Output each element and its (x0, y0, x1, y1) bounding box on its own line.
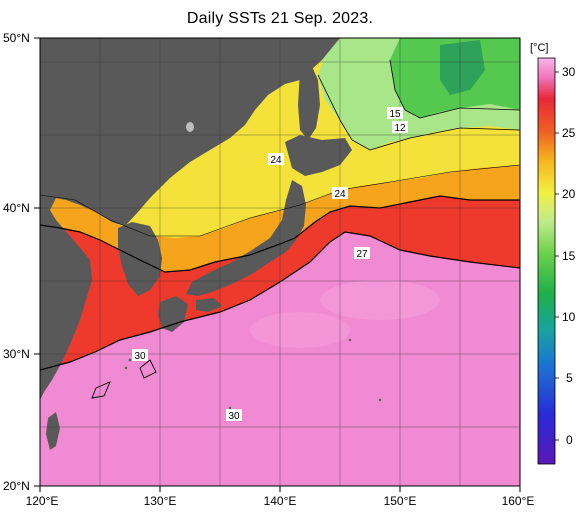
lake-khanka (186, 122, 194, 132)
axis-ticks (34, 37, 521, 492)
contour-label-27: 27 (356, 249, 368, 260)
lon-label-160: 160°E (501, 494, 535, 508)
colorbar (537, 57, 556, 465)
contour-20 (40, 164, 520, 237)
korea-peninsula (118, 222, 162, 296)
contour-label-15: 15 (389, 109, 401, 120)
colorbar-label-20: 20 (562, 187, 576, 201)
sst-coldest-patch (440, 40, 485, 95)
contour-30b (139, 359, 157, 379)
lon-label-120: 120°E (25, 494, 59, 508)
colorbar-unit: [°C] (530, 42, 549, 54)
colorbar-label-0: 0 (566, 433, 573, 447)
map-title: Daily SSTs 21 Sep. 2023. (186, 10, 374, 27)
contour-label-12: 12 (394, 123, 406, 134)
sakhalin (298, 62, 320, 140)
lat-label-50: 50°N (3, 31, 30, 45)
lon-label-130: 130°E (143, 494, 177, 508)
honshu (186, 180, 306, 296)
contour-12 (389, 59, 520, 119)
asian-mainland (40, 38, 340, 400)
hokkaido (285, 135, 352, 176)
kyushu (158, 296, 188, 332)
lat-label-20: 20°N (3, 479, 30, 493)
colorbar-label-10: 10 (562, 310, 576, 324)
contour-labels: 24 24 27 30 30 15 12 (132, 107, 408, 422)
contour-24 (40, 195, 520, 273)
map-area: 24 24 27 30 30 15 12 (40, 38, 520, 486)
contour-label-24b: 24 (334, 189, 346, 200)
colorbar-label-5: 5 (566, 371, 573, 385)
lat-label-30: 30°N (3, 347, 30, 361)
lon-label-150: 150°E (383, 494, 417, 508)
taiwan (46, 412, 60, 450)
lon-label-140: 140°E (263, 494, 297, 508)
shikoku (196, 298, 222, 312)
contour-30a (91, 381, 111, 399)
contour-label-24a: 24 (270, 155, 282, 166)
colorbar-ticks (555, 71, 559, 441)
colorbar-label-30: 30 (562, 65, 576, 79)
contour-label-30b: 30 (228, 411, 240, 422)
colorbar-label-25: 25 (562, 126, 576, 140)
lat-label-40: 40°N (3, 201, 30, 215)
colorbar-label-15: 15 (562, 249, 576, 263)
contour-label-30a: 30 (134, 351, 146, 362)
